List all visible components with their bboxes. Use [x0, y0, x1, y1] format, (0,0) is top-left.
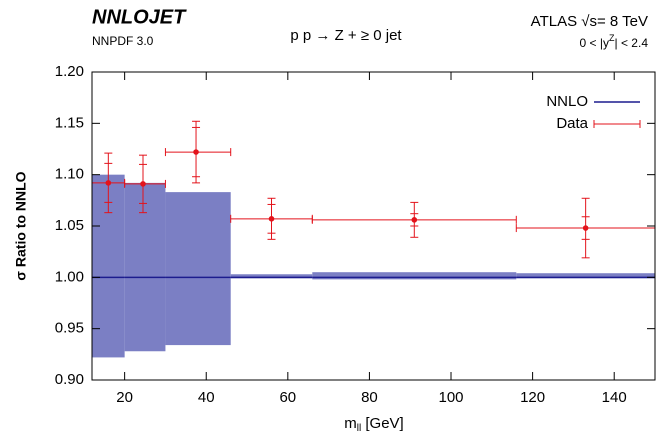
x-axis-label: mll [GeV]	[344, 415, 403, 434]
data-point	[105, 180, 112, 186]
y-tick-label: 1.05	[55, 217, 84, 234]
y-tick-label: 1.00	[55, 268, 84, 285]
process-label: p p → Z + ≥ 0 jet	[290, 27, 402, 44]
x-tick-label: 20	[116, 389, 133, 406]
legend-label: Data	[556, 115, 588, 132]
x-tick-label: 120	[520, 389, 545, 406]
experiment-label: ATLAS √s= 8 TeV	[531, 13, 648, 30]
x-tick-label: 60	[279, 389, 296, 406]
y-tick-label: 1.20	[55, 63, 84, 80]
y-tick-label: 1.15	[55, 114, 84, 131]
x-label-part: ll	[357, 423, 361, 434]
x-tick-label: 80	[361, 389, 378, 406]
data-point	[140, 181, 146, 187]
cut-part: 0 < |y	[580, 36, 609, 50]
nnlo-band	[124, 182, 166, 352]
x-label-part: [GeV]	[361, 415, 404, 432]
chart-subtitle: NNPDF 3.0	[92, 34, 154, 48]
data-point	[582, 225, 589, 231]
data-point	[193, 149, 199, 155]
data-point	[268, 216, 275, 222]
cut-label: 0 < |yZ| < 2.4	[580, 33, 649, 50]
nnlo-band	[230, 274, 313, 279]
y-tick-label: 1.10	[55, 166, 84, 183]
cut-part: | < 2.4	[615, 36, 649, 50]
cut-part: Z	[609, 33, 615, 43]
nnlo-band	[165, 192, 231, 346]
x-tick-label: 140	[602, 389, 627, 406]
chart-title: NNLOJET	[92, 6, 187, 28]
x-label-part: m	[344, 415, 357, 432]
y-tick-label: 0.95	[55, 320, 84, 337]
x-tick-label: 100	[438, 389, 463, 406]
y-axis-label: σ Ratio to NNLO	[13, 171, 29, 280]
x-tick-label: 40	[198, 389, 215, 406]
nnlo-band	[312, 272, 517, 280]
nnlo-band	[516, 273, 655, 279]
legend-label: NNLO	[546, 93, 588, 110]
data-point	[411, 217, 418, 223]
y-tick-label: 0.90	[55, 371, 84, 388]
plot-frame	[91, 71, 656, 381]
